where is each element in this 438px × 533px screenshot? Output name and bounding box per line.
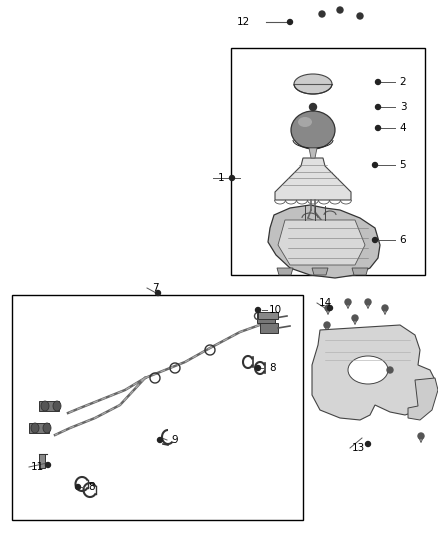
Text: 4: 4 [400,123,406,133]
Bar [260,323,278,333]
Circle shape [255,366,261,370]
Circle shape [365,299,371,305]
Ellipse shape [43,423,51,433]
Bar [231,48,425,275]
Circle shape [387,367,393,373]
Text: 2: 2 [400,77,406,87]
Circle shape [382,305,388,311]
Text: 13: 13 [351,443,364,453]
Text: 3: 3 [400,102,406,112]
Polygon shape [268,205,380,278]
Circle shape [365,441,371,447]
Polygon shape [312,325,435,420]
Polygon shape [352,268,368,275]
Text: 9: 9 [172,435,178,445]
Text: 8: 8 [88,482,95,492]
Circle shape [287,20,293,25]
Ellipse shape [298,117,312,127]
Circle shape [158,438,162,442]
Ellipse shape [53,401,61,411]
Circle shape [155,290,160,295]
Bar [257,313,275,323]
Text: 6: 6 [400,235,406,245]
Polygon shape [408,378,438,420]
Circle shape [325,305,331,311]
Circle shape [75,484,81,489]
Ellipse shape [291,111,335,149]
Ellipse shape [348,356,388,384]
Ellipse shape [41,401,49,411]
Text: 14: 14 [318,298,332,308]
Text: 12: 12 [237,17,250,27]
Text: 7: 7 [152,283,158,293]
Circle shape [324,322,330,328]
Circle shape [328,305,332,311]
Bar [39,401,59,411]
Circle shape [319,11,325,17]
Bar [12,295,303,520]
Circle shape [255,308,261,312]
Circle shape [372,163,378,167]
Ellipse shape [31,423,39,433]
Text: 10: 10 [268,305,282,315]
Circle shape [418,433,424,439]
Bar [258,312,278,319]
Bar [29,423,49,433]
Circle shape [310,103,317,110]
Circle shape [352,315,358,321]
Polygon shape [278,220,365,265]
Polygon shape [309,148,317,158]
Polygon shape [277,268,293,275]
Text: 1: 1 [218,173,224,183]
Bar [39,454,45,468]
Text: 11: 11 [30,462,44,472]
Polygon shape [275,158,351,200]
Circle shape [337,7,343,13]
Circle shape [375,104,381,109]
Circle shape [345,299,351,305]
Polygon shape [312,268,328,275]
Circle shape [230,175,234,181]
Circle shape [375,79,381,85]
Circle shape [46,463,50,467]
Circle shape [372,238,378,243]
Ellipse shape [294,74,332,94]
Text: 8: 8 [270,363,276,373]
Circle shape [357,13,363,19]
Circle shape [375,125,381,131]
Text: 5: 5 [400,160,406,170]
